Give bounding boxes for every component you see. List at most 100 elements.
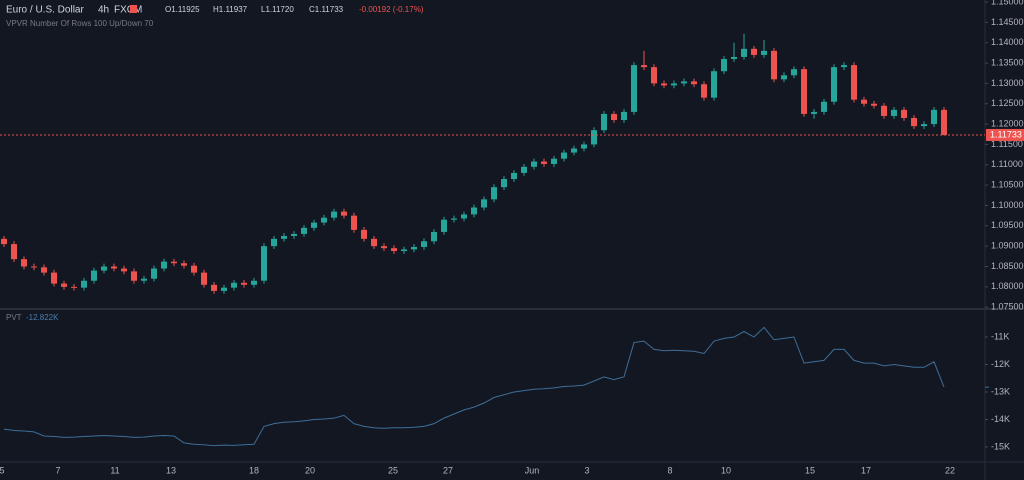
candle-body: [581, 144, 587, 149]
candle-body: [21, 259, 27, 267]
candle-body: [551, 158, 557, 164]
candle-body: [181, 263, 187, 266]
candle-body: [761, 50, 767, 55]
candle-body: [671, 83, 677, 86]
flag-icon[interactable]: [130, 5, 137, 13]
ohlc-value: -0.00192 (-0.17%): [359, 5, 424, 14]
ohlc-value: H1.11937: [213, 5, 248, 14]
candle-body: [871, 103, 877, 106]
candle-body: [431, 231, 437, 242]
ohlc-value: L1.11720: [261, 5, 294, 14]
y-tick-label: 1.15000: [991, 0, 1024, 6]
candle-body: [81, 280, 87, 288]
candle-body: [291, 233, 297, 236]
candle-body: [71, 286, 77, 288]
x-tick-label: 5: [0, 465, 5, 475]
x-tick-label: 18: [249, 465, 259, 475]
x-tick-label: 8: [667, 465, 672, 475]
y-tick-label: -15K: [991, 441, 1010, 451]
candle-body: [341, 211, 347, 216]
candle-body: [251, 280, 257, 285]
source: FXCM: [114, 5, 142, 16]
candle-body: [601, 113, 607, 131]
candle-body: [691, 81, 697, 85]
candle-body: [121, 268, 127, 272]
last-price-box: [986, 128, 1024, 141]
candle-body: [661, 83, 667, 86]
candle-body: [791, 69, 797, 76]
candle-body: [521, 166, 527, 173]
chart-header: Euro / U.S. Dollar 4h FXCM VPVR Number O…: [6, 5, 154, 322]
candle-body: [361, 229, 367, 239]
candle-body: [231, 282, 237, 288]
candle-body: [591, 130, 597, 145]
candle-body: [141, 278, 147, 281]
candle-body: [191, 265, 197, 273]
candle-body: [31, 266, 37, 268]
candle-body: [911, 117, 917, 127]
candle-body: [771, 50, 777, 80]
x-tick-label: Jun: [525, 465, 540, 475]
candle-body: [471, 207, 477, 215]
candle-body: [411, 246, 417, 250]
candle-body: [351, 215, 357, 230]
candle-body: [111, 266, 117, 269]
candle-body: [891, 109, 897, 116]
candle-body: [421, 241, 427, 247]
candle-body: [921, 124, 927, 127]
y-tick-label: -13K: [991, 386, 1010, 396]
candle-body: [131, 271, 137, 281]
candle-body: [61, 283, 67, 287]
y-tick-label: 1.10000: [991, 200, 1024, 210]
y-tick-label: 1.08000: [991, 281, 1024, 291]
candle-body: [211, 284, 217, 291]
candle-body: [481, 199, 487, 208]
candle-body: [321, 217, 327, 223]
candle-body: [731, 56, 737, 59]
candle-body: [371, 238, 377, 247]
pvt-line: [3, 326, 945, 447]
indicator-name: VPVR Number Of Rows 100 Up/Down 70: [6, 19, 154, 28]
y-tick-label: 1.14500: [991, 17, 1024, 27]
candle-body: [851, 65, 857, 100]
candle-body: [701, 84, 707, 98]
candle-body: [451, 218, 457, 220]
candle-body: [461, 214, 467, 219]
y-tick-label: -11K: [991, 331, 1009, 341]
candle-body: [561, 152, 567, 159]
candle-body: [931, 109, 937, 125]
x-tick-label: 11: [110, 465, 119, 475]
candle-body: [241, 282, 247, 285]
candle-body: [401, 249, 407, 252]
candle-body: [101, 266, 107, 271]
interval: 4h: [98, 5, 109, 16]
candle-body: [781, 75, 787, 80]
candle-body: [221, 287, 227, 291]
candle-body: [161, 261, 167, 269]
y-tick-label: 1.14000: [991, 37, 1024, 47]
x-tick-label: 10: [721, 465, 731, 475]
x-tick-label: 20: [305, 465, 315, 475]
y-tick-label: 1.10500: [991, 180, 1024, 190]
candle-body: [261, 246, 267, 281]
x-tick-label: 15: [805, 465, 815, 475]
candle-body: [331, 211, 337, 218]
candle-body: [491, 187, 497, 200]
candle-body: [861, 99, 867, 104]
y-tick-label: 1.12500: [991, 98, 1024, 108]
y-tick-label: 1.12000: [991, 118, 1024, 128]
candle-body: [831, 67, 837, 102]
x-tick-label: 17: [861, 465, 871, 475]
candle-body: [511, 172, 517, 180]
candle-body: [801, 69, 807, 114]
candle-body: [651, 67, 657, 84]
candle-body: [641, 65, 647, 68]
candle-body: [881, 105, 887, 116]
candle-body: [531, 161, 537, 167]
y-tick-label: 1.13500: [991, 57, 1024, 67]
candle-body: [41, 267, 47, 273]
candle-body: [901, 109, 907, 118]
candle-body: [391, 248, 397, 252]
ohlc-value: O1.11925: [165, 5, 200, 14]
